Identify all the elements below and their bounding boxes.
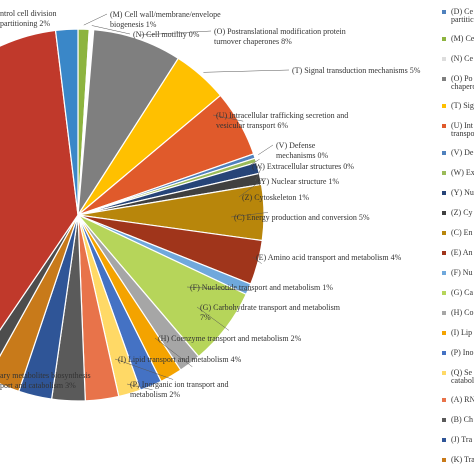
slice-label: (H) Coenzyme transport and metabolism 2%: [158, 334, 302, 343]
leader-line: [83, 13, 108, 26]
leader-line: [139, 30, 212, 36]
legend-label: (W) Ex: [451, 168, 474, 177]
legend-swatch: [442, 291, 446, 295]
legend: (D) Ce partitic (M) Ce (N) Ce (O) Po chapero (…: [442, 7, 474, 464]
legend-swatch: [442, 10, 446, 14]
legend-swatch: [442, 231, 446, 235]
legend-swatch: [442, 104, 446, 108]
slice-label: (U) Intracellular trafficking secretion …: [216, 111, 348, 130]
legend-label: (B) Ch: [451, 415, 473, 424]
legend-swatch: [442, 37, 446, 41]
slice-label: (C) Energy production and conversion 5%: [234, 213, 370, 222]
slice-label: ntrol cell division partitioning 2%: [0, 9, 56, 28]
legend-swatch: [442, 211, 446, 215]
legend-label: (U) Int transpo: [451, 121, 474, 138]
leader-line: [186, 286, 253, 292]
leader-line: [126, 383, 153, 391]
leader-line: [212, 114, 244, 122]
leader-line: [154, 337, 193, 367]
legend-label: (A) RN: [451, 395, 474, 404]
legend-label: (H) Co: [451, 308, 473, 317]
leader-line: [238, 177, 265, 198]
legend-swatch: [442, 191, 446, 195]
legend-label: (K) Tra: [451, 455, 474, 464]
slice-label: (I) Lipid transport and metabolism 4%: [118, 355, 242, 364]
legend-swatch: [442, 77, 446, 81]
slice-label: (P) Inorganic ion transport and metabolis…: [130, 380, 229, 399]
legend-swatch: [442, 418, 446, 422]
legend-label: (M) Ce: [451, 34, 474, 43]
legend-label: (Z) Cy: [451, 208, 473, 217]
slice-label: (F) Nucleotide transport and metabolism …: [190, 283, 333, 292]
legend-label: (Q) Se cataboli: [451, 368, 474, 385]
slice-label: (T) Signal transduction mechanisms 5%: [292, 66, 421, 75]
legend-swatch: [442, 458, 446, 462]
legend-swatch: [442, 371, 446, 375]
slice-label: (N) Cell motility 0%: [133, 30, 200, 39]
slice-label: (Z) Cytoskeleton 1%: [242, 193, 309, 202]
slice-label: ary metabolites biosynthesis port and cat…: [0, 371, 91, 390]
legend-label: (I) Lip: [451, 328, 472, 337]
slice-labels: (M) Cell wall/membrane/envelope biogenesi…: [0, 9, 421, 399]
slice-label: (G) Carbohydrate transport and metabolis…: [200, 303, 341, 322]
slice-label: (W) Extracellular structures 0%: [252, 162, 354, 171]
legend-swatch: [442, 351, 446, 355]
leader-line: [114, 358, 174, 380]
slice-label: (M) Cell wall/membrane/envelope biogenesi…: [110, 10, 221, 29]
slice-label: (O) Postranslational modification protei…: [214, 27, 346, 46]
legend-swatch: [442, 57, 446, 61]
legend-label: (D) Ce partitic: [451, 7, 474, 24]
legend-label: (O) Po chapero: [451, 74, 474, 91]
legend-swatch: [442, 398, 446, 402]
legend-swatch: [442, 171, 446, 175]
legend-swatch: [442, 151, 446, 155]
leader-line: [196, 306, 230, 331]
slice-label: (Y) Nuclear structure 1%: [258, 177, 339, 186]
legend-label: (C) En: [451, 228, 473, 237]
legend-label: (G) Ca: [451, 288, 473, 297]
legend-swatch: [442, 311, 446, 315]
legend-label: (J) Tra: [451, 435, 473, 444]
pie-slice: [0, 29, 79, 331]
slice-label: (E) Amino acid transport and metabolism …: [256, 253, 402, 262]
pie-slice: [0, 214, 79, 393]
legend-label: (F) Nu: [451, 268, 473, 277]
leader-line: [258, 144, 274, 156]
legend-label: (P) Ino: [451, 348, 473, 357]
leader-line: [230, 212, 269, 218]
leader-line: [248, 158, 260, 167]
legend-swatch: [442, 251, 446, 255]
legend-label: (N) Ce: [451, 54, 473, 63]
legend-label: (Y) Nu: [451, 188, 474, 197]
legend-label: (V) De: [451, 148, 474, 157]
legend-swatch: [442, 124, 446, 128]
pie-slice: [0, 214, 79, 358]
legend-label: (E) An: [451, 248, 473, 257]
legend-swatch: [442, 438, 446, 442]
legend-swatch: [442, 271, 446, 275]
pie-slice: [54, 28, 79, 216]
leader-line: [252, 256, 262, 264]
leader-line: [254, 166, 263, 182]
pie-slices: [0, 28, 265, 402]
legend-label: (T) Sig: [451, 101, 474, 110]
legend-swatch: [442, 331, 446, 335]
leader-line: [91, 25, 131, 35]
slice-label: (V) Defense mechanisms 0%: [276, 141, 329, 160]
leader-line: [203, 69, 290, 73]
